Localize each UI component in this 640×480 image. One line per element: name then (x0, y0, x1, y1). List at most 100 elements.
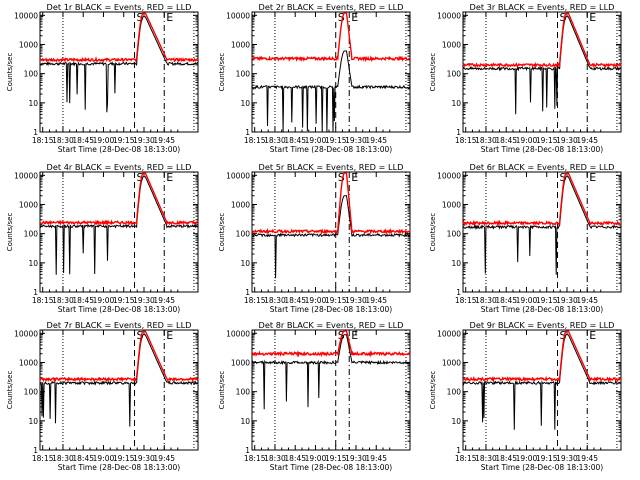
y-tick-label: 10000 (226, 329, 250, 338)
x-tick-label: 18:45 (72, 136, 94, 145)
x-tick-label: 18:45 (72, 454, 94, 463)
detector-panel: Det 4r BLACK = Events, RED = LLD 1 10 100 10… (6, 162, 199, 314)
x-axis-label: Start Time (28-Dec-08 18:13:00) (58, 305, 180, 314)
y-tick-label: 100 (447, 388, 462, 397)
y-tick-label: 100 (447, 230, 462, 239)
events-series-line (39, 16, 199, 113)
x-tick-label: 18:15 (455, 296, 477, 305)
plot-frame (462, 329, 622, 451)
panel-title: Det 8r BLACK = Events, RED = LLD (259, 320, 404, 330)
panel-title: Det 4r BLACK = Events, RED = LLD (47, 162, 192, 172)
y-tick-label: 1000 (19, 200, 38, 209)
end-marker-label: E (351, 329, 358, 342)
x-tick-label: 19:30 (133, 296, 155, 305)
x-tick-label: 19:00 (93, 136, 115, 145)
x-tick-label: 18:45 (284, 454, 306, 463)
y-tick-label: 1000 (442, 358, 461, 367)
end-marker-label: E (166, 329, 173, 342)
events-series-line (462, 16, 622, 115)
y-tick-label: 10 (28, 259, 38, 268)
end-marker-label: E (166, 11, 173, 24)
y-tick-label: 1 (33, 288, 38, 297)
y-tick-label: 10000 (437, 329, 461, 338)
lld-series-line (462, 172, 621, 227)
y-tick-label: 10 (451, 99, 461, 108)
x-tick-label: 18:45 (495, 454, 517, 463)
x-axis-label: Start Time (28-Dec-08 18:13:00) (481, 463, 603, 472)
x-tick-label: 18:30 (264, 454, 286, 463)
x-axis-label: Start Time (28-Dec-08 18:13:00) (270, 463, 392, 472)
start-marker-label: S (137, 11, 144, 24)
plot-frame (462, 11, 622, 133)
x-tick-label: 18:30 (264, 136, 286, 145)
x-tick-label: 19:15 (113, 454, 135, 463)
y-tick-label: 100 (24, 230, 39, 239)
x-tick-label: 19:30 (345, 296, 367, 305)
y-tick-label: 100 (236, 230, 251, 239)
x-tick-label: 18:45 (284, 296, 306, 305)
end-marker-label: E (351, 11, 358, 24)
y-tick-label: 1000 (19, 358, 38, 367)
x-tick-label: 18:15 (32, 454, 54, 463)
x-tick-label: 19:30 (556, 454, 578, 463)
y-axis-label: Counts/sec (6, 213, 14, 252)
x-tick-label: 18:15 (455, 136, 477, 145)
x-tick-label: 19:45 (365, 296, 387, 305)
y-tick-label: 1000 (442, 200, 461, 209)
y-tick-label: 1 (456, 128, 461, 137)
detector-panel: Det 7r BLACK = Events, RED = LLD 1 10 100 10… (6, 320, 199, 472)
x-tick-label: 18:30 (52, 136, 74, 145)
x-axis-label: Start Time (28-Dec-08 18:13:00) (481, 305, 603, 314)
detector-panel: Det 5r BLACK = Events, RED = LLD 1 10 100 10… (218, 162, 411, 314)
y-tick-label: 1000 (442, 40, 461, 49)
y-tick-label: 10000 (14, 329, 38, 338)
x-axis-label: Start Time (28-Dec-08 18:13:00) (270, 145, 392, 154)
x-tick-label: 18:15 (32, 296, 54, 305)
x-tick-label: 19:30 (133, 136, 155, 145)
y-tick-label: 100 (236, 388, 251, 397)
y-tick-label: 10 (28, 99, 38, 108)
x-tick-label: 19:45 (365, 136, 387, 145)
y-tick-label: 1 (245, 288, 250, 297)
detector-panel: Det 8r BLACK = Events, RED = LLD 1 10 100 10… (218, 320, 411, 472)
x-tick-label: 19:30 (556, 296, 578, 305)
y-tick-label: 10000 (437, 171, 461, 180)
x-tick-label: 19:00 (305, 136, 327, 145)
panel-title: Det 1r BLACK = Events, RED = LLD (47, 2, 192, 12)
lld-series-line (251, 330, 411, 358)
lld-series-line (252, 12, 411, 63)
y-tick-label: 1000 (19, 40, 38, 49)
y-tick-label: 10 (451, 417, 461, 426)
x-tick-label: 19:00 (516, 296, 538, 305)
y-tick-label: 10000 (226, 11, 250, 20)
events-series-line (462, 334, 622, 430)
x-tick-label: 18:15 (244, 136, 266, 145)
y-tick-label: 1000 (231, 40, 250, 49)
x-tick-label: 19:45 (576, 136, 598, 145)
events-series-line (462, 176, 622, 275)
events-series-line (251, 195, 411, 279)
x-tick-label: 18:30 (475, 136, 497, 145)
detector-panel: Det 1r BLACK = Events, RED = LLD 1 10 100 10… (6, 2, 199, 154)
y-axis-label: Counts/sec (429, 371, 437, 410)
y-tick-label: 10000 (14, 171, 38, 180)
events-series-line (39, 176, 199, 275)
lld-series-line (462, 12, 622, 69)
x-tick-label: 18:30 (475, 296, 497, 305)
y-tick-label: 10 (240, 99, 250, 108)
x-axis-label: Start Time (28-Dec-08 18:13:00) (58, 463, 180, 472)
x-tick-label: 19:15 (325, 454, 347, 463)
x-tick-label: 19:00 (516, 136, 538, 145)
x-tick-label: 19:45 (365, 454, 387, 463)
x-tick-label: 19:15 (325, 136, 347, 145)
end-marker-label: E (589, 11, 596, 24)
x-tick-label: 19:15 (113, 136, 135, 145)
x-tick-label: 18:45 (284, 136, 306, 145)
y-axis-label: Counts/sec (218, 371, 226, 410)
detector-panel: Det 3r BLACK = Events, RED = LLD 1 10 100 10… (429, 2, 622, 154)
x-tick-label: 19:15 (536, 136, 558, 145)
events-series-line (251, 50, 411, 133)
end-marker-label: E (351, 171, 358, 184)
plot-frame (39, 171, 199, 293)
